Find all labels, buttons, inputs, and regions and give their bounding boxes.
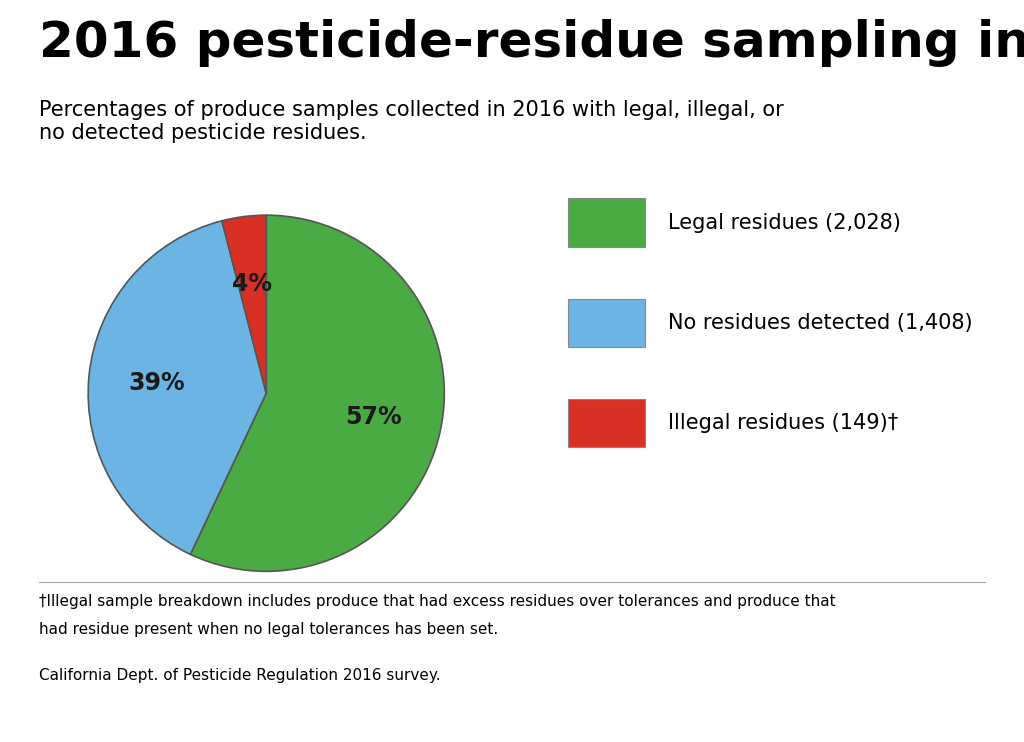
Text: Percentages of produce samples collected in 2016 with legal, illegal, or
no dete: Percentages of produce samples collected…	[39, 100, 783, 143]
Wedge shape	[190, 215, 444, 571]
Text: 2016 pesticide-residue sampling in produce: 2016 pesticide-residue sampling in produ…	[39, 19, 1024, 67]
Wedge shape	[88, 221, 266, 554]
Text: California Dept. of Pesticide Regulation 2016 survey.: California Dept. of Pesticide Regulation…	[39, 668, 440, 683]
Text: Illegal residues (149)†: Illegal residues (149)†	[668, 413, 898, 433]
Text: had residue present when no legal tolerances has been set.: had residue present when no legal tolera…	[39, 622, 498, 637]
Text: 39%: 39%	[128, 371, 184, 395]
Text: Legal residues (2,028): Legal residues (2,028)	[668, 213, 900, 232]
Text: †Illegal sample breakdown includes produce that had excess residues over toleran: †Illegal sample breakdown includes produ…	[39, 594, 836, 608]
Text: 57%: 57%	[346, 405, 402, 430]
Wedge shape	[222, 215, 266, 393]
Text: No residues detected (1,408): No residues detected (1,408)	[668, 313, 972, 332]
Text: 4%: 4%	[232, 272, 272, 296]
